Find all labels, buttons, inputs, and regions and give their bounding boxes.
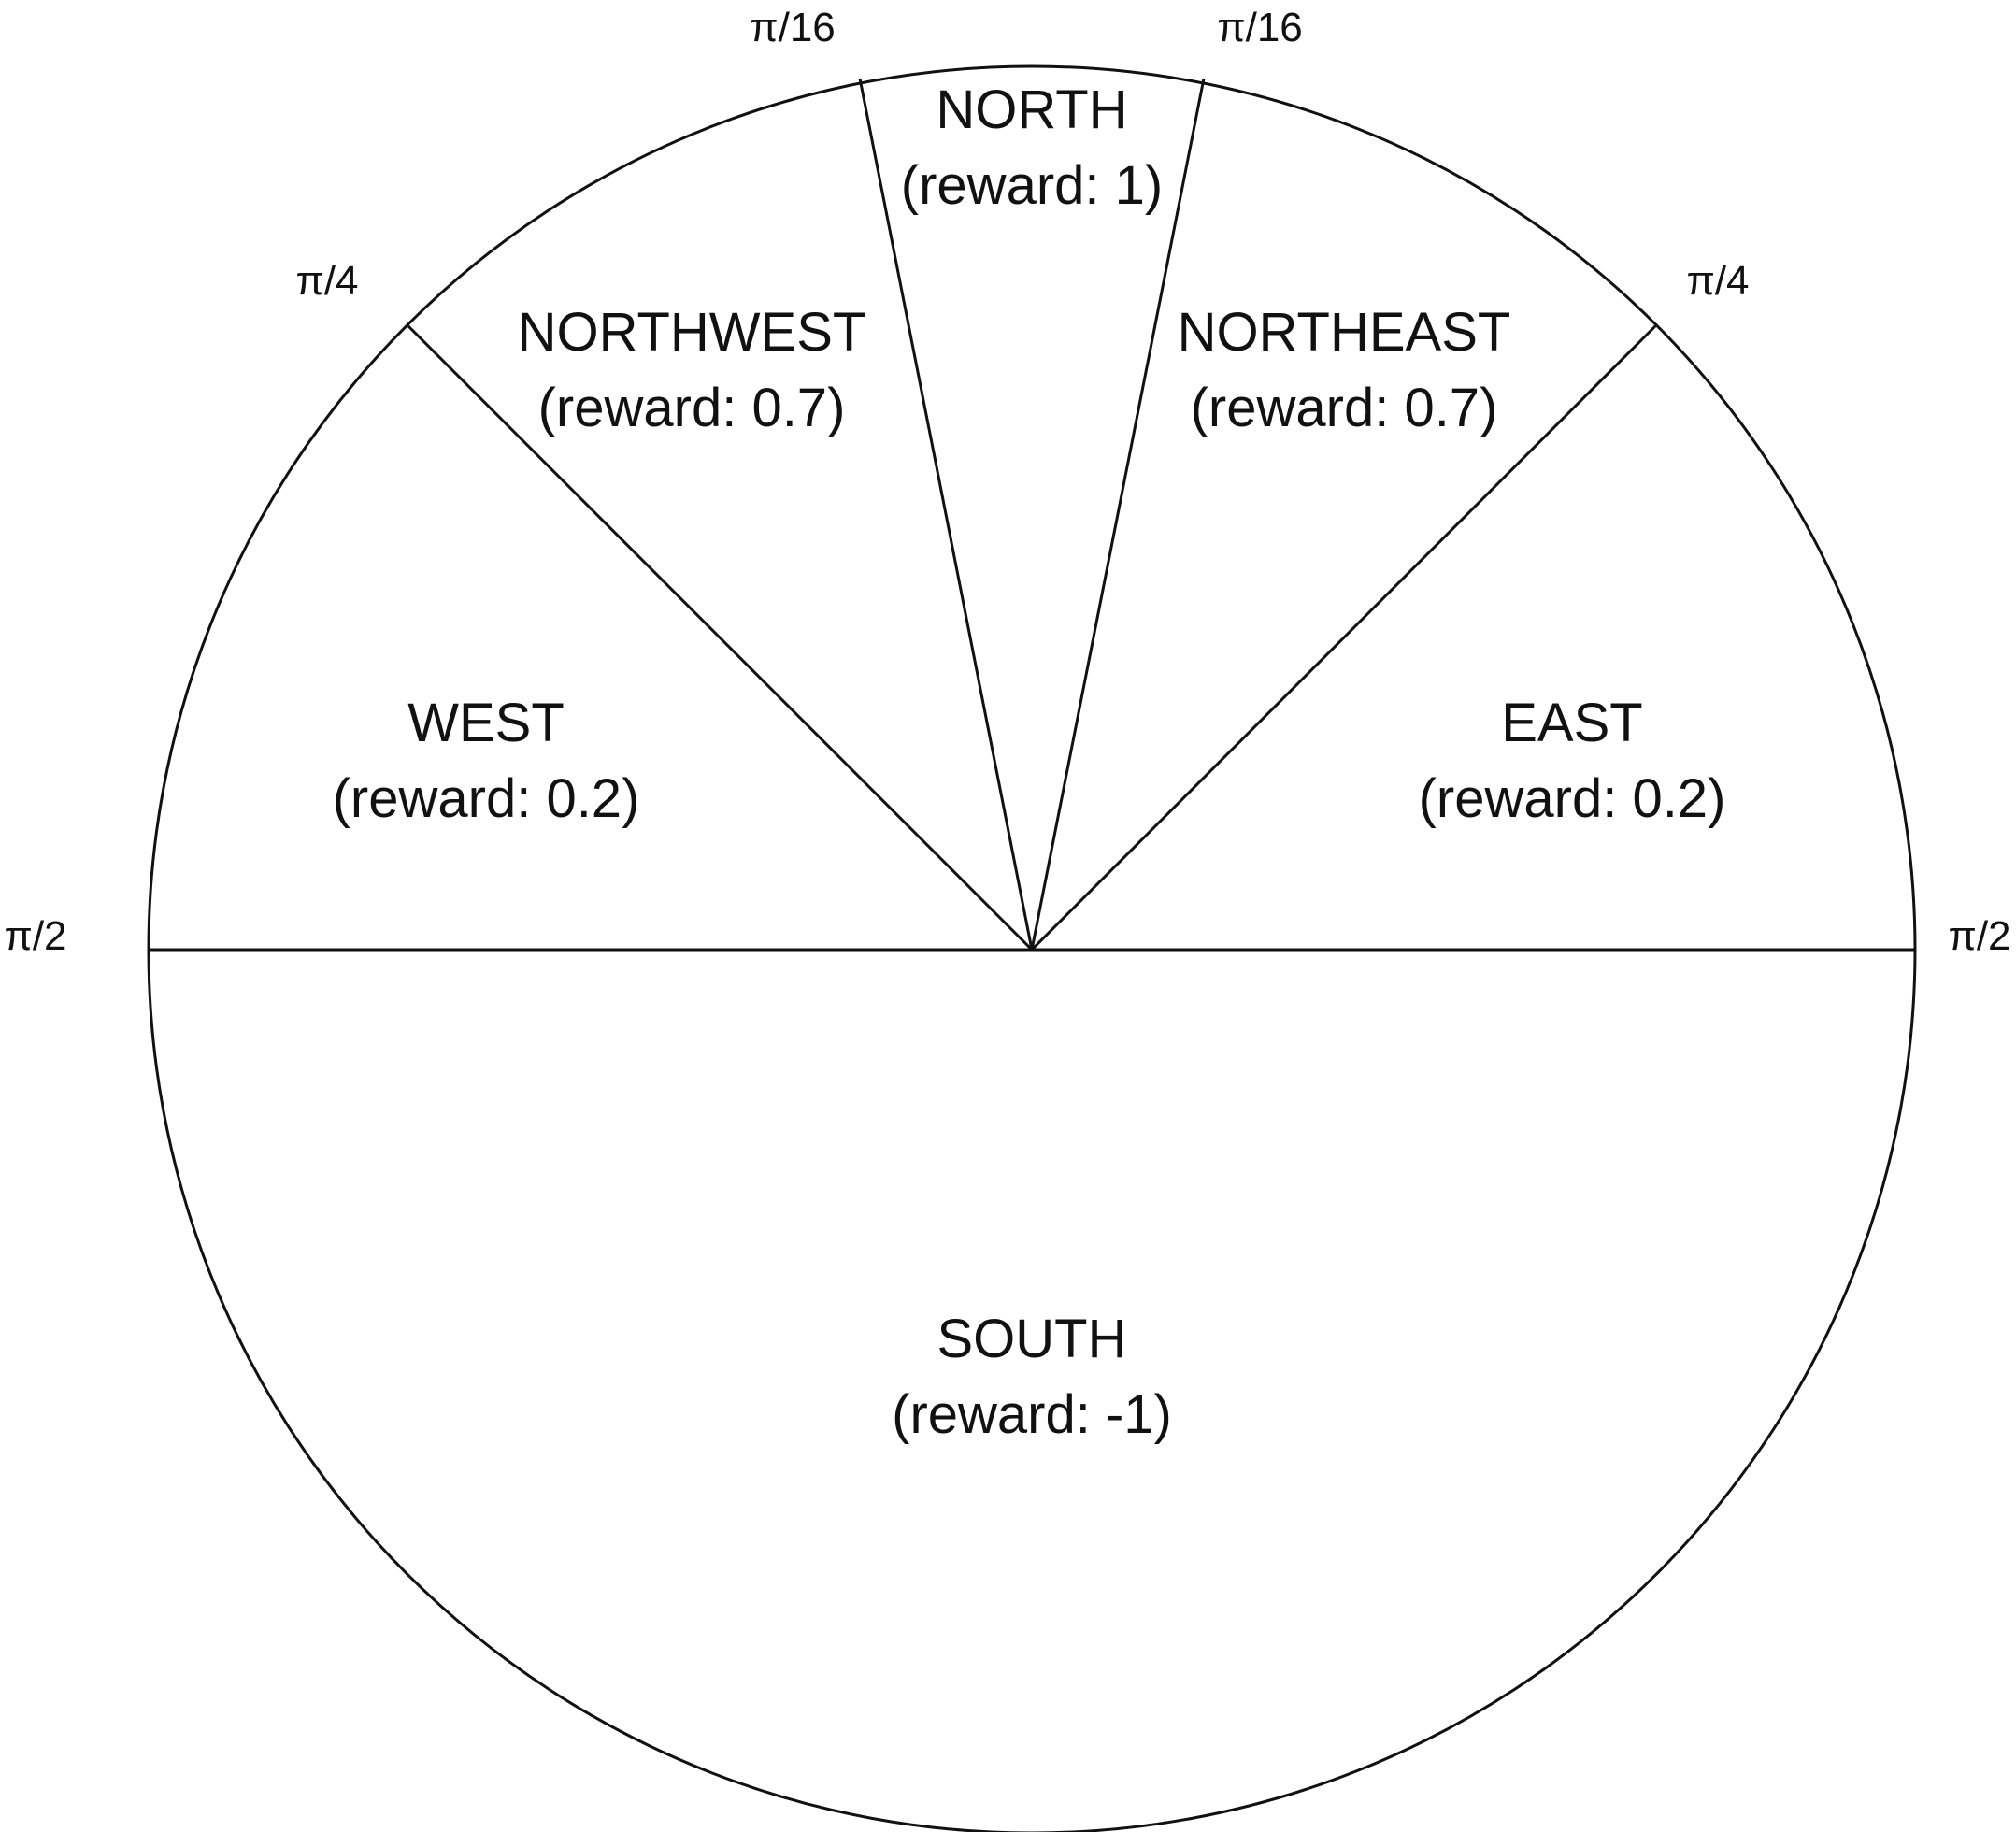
region-name: EAST bbox=[1501, 693, 1643, 753]
region-name: NORTHWEST bbox=[518, 302, 866, 363]
region-reward: (reward: 0.7) bbox=[1191, 378, 1498, 438]
region-west: WEST (reward: 0.2) bbox=[333, 693, 640, 829]
region-northwest: NORTHWEST (reward: 0.7) bbox=[518, 302, 866, 438]
region-reward: (reward: 1) bbox=[901, 155, 1163, 216]
region-name: SOUTH bbox=[937, 1309, 1127, 1369]
region-name: NORTHEAST bbox=[1178, 302, 1511, 363]
angle-label-west: π/2 bbox=[4, 913, 66, 959]
divider-north-right bbox=[1030, 78, 1206, 951]
region-east: EAST (reward: 0.2) bbox=[1419, 693, 1726, 829]
angle-label-east: π/2 bbox=[1948, 913, 2010, 959]
region-northeast: NORTHEAST (reward: 0.7) bbox=[1178, 302, 1511, 438]
region-south: SOUTH (reward: -1) bbox=[892, 1309, 1172, 1445]
angle-label-north-right: π/16 bbox=[1217, 5, 1303, 50]
divider-north-left bbox=[858, 78, 1034, 951]
divider-northeast bbox=[1030, 323, 1658, 952]
region-north: NORTH (reward: 1) bbox=[901, 79, 1163, 216]
angle-label-northwest: π/4 bbox=[295, 258, 358, 304]
region-reward: (reward: 0.2) bbox=[1419, 768, 1726, 829]
region-reward: (reward: 0.2) bbox=[333, 768, 640, 829]
angle-label-northeast: π/4 bbox=[1686, 258, 1749, 304]
region-name: NORTH bbox=[936, 79, 1127, 140]
region-reward: (reward: -1) bbox=[892, 1384, 1172, 1445]
region-name: WEST bbox=[407, 693, 565, 753]
divider-northwest bbox=[406, 323, 1034, 952]
angle-label-north-left: π/16 bbox=[750, 5, 836, 50]
region-reward: (reward: 0.7) bbox=[538, 378, 846, 438]
